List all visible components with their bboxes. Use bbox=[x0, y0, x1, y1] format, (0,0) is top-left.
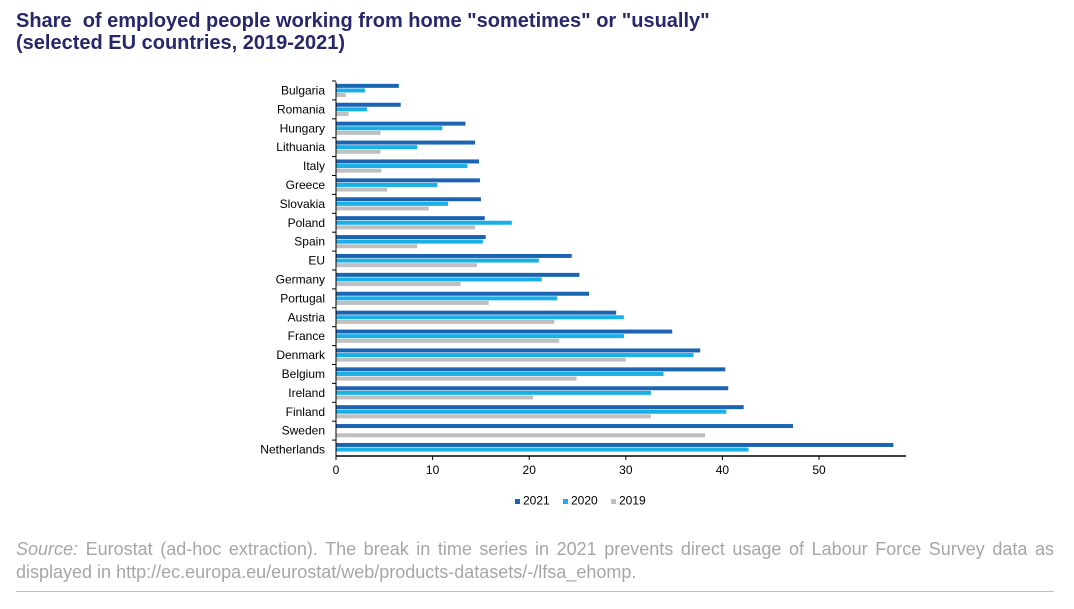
category-label: Netherlands bbox=[260, 443, 325, 457]
category-label: Spain bbox=[294, 235, 325, 249]
bar-2021-hungary bbox=[336, 121, 466, 126]
bar-2020-finland bbox=[336, 409, 727, 414]
bar-2019-austria bbox=[336, 319, 555, 324]
bar-2021-finland bbox=[336, 405, 744, 410]
bar-2021-bulgaria bbox=[336, 83, 399, 88]
bar-2019-hungary bbox=[336, 130, 381, 135]
bar-2019-belgium bbox=[336, 376, 577, 381]
bar-2021-netherlands bbox=[336, 442, 894, 447]
bar-2020-hungary bbox=[336, 126, 443, 131]
chart-title-line: Share of employed people working from ho… bbox=[16, 10, 710, 32]
x-tick-label: 20 bbox=[523, 463, 537, 477]
category-label: Denmark bbox=[276, 348, 326, 362]
bar-2021-belgium bbox=[336, 367, 726, 372]
bar-2021-slovakia bbox=[336, 197, 481, 202]
bar-2021-portugal bbox=[336, 291, 590, 296]
category-label: Bulgaria bbox=[281, 83, 325, 97]
bar-2020-poland bbox=[336, 220, 512, 225]
category-label: Sweden bbox=[282, 424, 325, 438]
bar-2020-greece bbox=[336, 182, 438, 187]
category-label: Romania bbox=[277, 102, 325, 116]
bar-2021-poland bbox=[336, 216, 485, 221]
bar-2019-france bbox=[336, 338, 560, 343]
x-tick-label: 0 bbox=[333, 463, 340, 477]
bar-2020-denmark bbox=[336, 353, 694, 358]
legend-swatch-2020 bbox=[563, 499, 568, 504]
footer-divider bbox=[16, 591, 1054, 592]
x-tick-label: 40 bbox=[716, 463, 730, 477]
category-label: Portugal bbox=[280, 291, 325, 305]
x-tick-label: 10 bbox=[426, 463, 440, 477]
bar-2021-france bbox=[336, 329, 673, 334]
legend-label-2020: 2020 bbox=[571, 494, 598, 508]
category-label: Germany bbox=[276, 272, 325, 286]
chart-subtitle: (selected EU countries, 2019-2021) bbox=[16, 32, 346, 54]
category-label: EU bbox=[308, 254, 325, 268]
bar-2021-romania bbox=[336, 102, 401, 107]
bar-2020-portugal bbox=[336, 296, 558, 301]
bar-2021-germany bbox=[336, 272, 580, 277]
bar-2021-ireland bbox=[336, 386, 729, 391]
category-label: Austria bbox=[288, 310, 326, 324]
x-tick-label: 50 bbox=[812, 463, 826, 477]
category-label: Belgium bbox=[282, 367, 325, 381]
category-label: Lithuania bbox=[276, 140, 325, 154]
bar-2019-ireland bbox=[336, 395, 534, 400]
bar-chart: Bulgaria Romania Hungary Lithuania Italy Gree… bbox=[260, 80, 906, 508]
category-label: Hungary bbox=[280, 121, 325, 135]
bar-2019-finland bbox=[336, 414, 651, 419]
bar-2019-greece bbox=[336, 187, 388, 192]
bar-2020-ireland bbox=[336, 390, 651, 395]
bar-2021-austria bbox=[336, 310, 617, 315]
legend-swatch-2019 bbox=[611, 499, 616, 504]
bar-2020-netherlands bbox=[336, 447, 749, 452]
bar-2021-lithuania bbox=[336, 140, 476, 145]
bar-2020-romania bbox=[336, 107, 367, 112]
bar-2019-italy bbox=[336, 168, 382, 173]
legend-label-2019: 2019 bbox=[619, 494, 646, 508]
bar-2021-denmark bbox=[336, 348, 701, 353]
x-tick-label: 30 bbox=[619, 463, 633, 477]
bar-2019-eu bbox=[336, 263, 478, 268]
bar-2021-eu bbox=[336, 253, 572, 258]
bar-2021-sweden bbox=[336, 424, 793, 429]
bar-2020-italy bbox=[336, 164, 468, 169]
bar-2020-lithuania bbox=[336, 145, 418, 150]
category-label: Ireland bbox=[288, 386, 325, 400]
source-text: Eurostat (ad-hoc extraction). The break … bbox=[16, 539, 1054, 582]
bar-2020-slovakia bbox=[336, 201, 449, 206]
bar-2019-slovakia bbox=[336, 206, 429, 211]
legend-swatch-2021 bbox=[515, 499, 520, 504]
bar-2019-sweden bbox=[336, 433, 706, 438]
bar-2020-eu bbox=[336, 258, 539, 263]
category-label: Greece bbox=[286, 178, 326, 192]
bar-2020-france bbox=[336, 334, 624, 339]
category-label: Slovakia bbox=[280, 197, 326, 211]
category-label: Poland bbox=[288, 216, 325, 230]
bar-2020-austria bbox=[336, 315, 624, 320]
category-label: France bbox=[288, 329, 326, 343]
bar-2019-denmark bbox=[336, 357, 626, 362]
bar-2020-spain bbox=[336, 239, 483, 244]
bar-2021-spain bbox=[336, 235, 486, 240]
bar-2021-italy bbox=[336, 159, 479, 164]
category-label: Finland bbox=[286, 405, 325, 419]
bar-2020-bulgaria bbox=[336, 88, 365, 93]
category-label: Italy bbox=[303, 159, 325, 173]
bar-2020-belgium bbox=[336, 371, 664, 376]
source-note: Source: Eurostat (ad-hoc extraction). Th… bbox=[16, 538, 1054, 584]
source-label: Source: bbox=[16, 539, 79, 559]
bar-2019-romania bbox=[336, 111, 349, 116]
bar-2019-bulgaria bbox=[336, 93, 346, 98]
bar-2019-poland bbox=[336, 225, 476, 230]
bar-2019-spain bbox=[336, 244, 418, 249]
chart-title: Share of employed people working from ho… bbox=[16, 10, 710, 54]
bar-2021-greece bbox=[336, 178, 480, 183]
bar-2019-portugal bbox=[336, 300, 489, 305]
bar-2019-germany bbox=[336, 282, 461, 287]
bar-2020-germany bbox=[336, 277, 542, 282]
bar-2019-lithuania bbox=[336, 149, 381, 154]
legend-label-2021: 2021 bbox=[523, 494, 550, 508]
